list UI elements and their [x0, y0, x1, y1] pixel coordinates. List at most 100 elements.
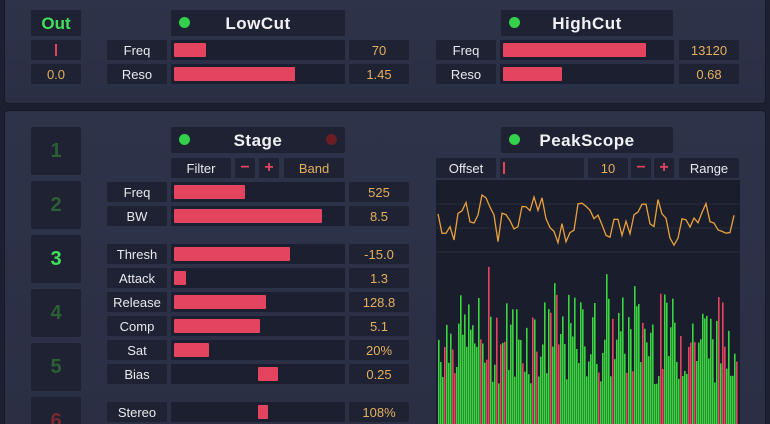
scope-spectrum-bar [590, 354, 592, 424]
scope-spectrum-bar [520, 340, 522, 424]
stage-comp-slider[interactable] [171, 316, 345, 336]
stage-thresh-value[interactable]: -15.0 [349, 244, 409, 264]
stage-sat-value[interactable]: 20% [349, 340, 409, 360]
scope-spectrum-bar [534, 319, 536, 424]
scope-spectrum-bar [446, 324, 448, 424]
scope-spectrum-bar [478, 298, 480, 424]
stage-release-label: Release [107, 292, 167, 312]
scope-spectrum-bar [572, 336, 574, 424]
lowcut-enable-led[interactable] [179, 17, 190, 28]
scope-spectrum-bar [562, 316, 564, 424]
scope-spectrum-bar [626, 372, 628, 424]
stage-filter-type[interactable]: Band [284, 158, 344, 178]
scope-spectrum-bar [546, 373, 548, 424]
lowcut-freq-slider[interactable] [171, 40, 345, 60]
stage-freq-slider[interactable] [171, 182, 345, 202]
out-meter-tick [55, 44, 57, 56]
scope-spectrum-bar [550, 312, 552, 424]
stage-filter-minus[interactable]: − [235, 158, 255, 178]
scope-spectrum-bar [656, 383, 658, 424]
scope-spectrum-bar [596, 363, 598, 424]
peakscope-minus[interactable]: − [631, 158, 651, 178]
peakscope-range-button[interactable]: Range [679, 158, 739, 178]
scope-spectrum-bar [636, 306, 638, 424]
scope-spectrum-bar [594, 302, 596, 424]
scope-spectrum-bar [526, 327, 528, 424]
scope-spectrum-bar [530, 383, 532, 424]
scope-spectrum-bar [642, 322, 644, 424]
scope-spectrum-bar [622, 297, 624, 424]
band-button-2[interactable]: 2 [31, 181, 81, 229]
scope-spectrum-bar [732, 375, 734, 424]
stage-release-slider[interactable] [171, 292, 345, 312]
peakscope-offset-meter[interactable] [500, 158, 584, 178]
stage-attack-slider[interactable] [171, 268, 345, 288]
scope-spectrum-bar [620, 331, 622, 424]
scope-spectrum-bar [488, 266, 490, 424]
stage-bias-value[interactable]: 0.25 [349, 364, 409, 384]
lowcut-reso-value[interactable]: 1.45 [349, 64, 409, 84]
scope-spectrum-bar [628, 317, 630, 424]
stage-attack-value[interactable]: 1.3 [349, 268, 409, 288]
scope-spectrum-bar [630, 329, 632, 424]
out-value[interactable]: 0.0 [31, 64, 81, 84]
lowcut-freq-value[interactable]: 70 [349, 40, 409, 60]
stage-attack-label: Attack [107, 268, 167, 288]
band-button-5[interactable]: 5 [31, 343, 81, 391]
peakscope-offset-value[interactable]: 10 [588, 158, 628, 178]
stage-thresh-slider[interactable] [171, 244, 345, 264]
highcut-freq-value[interactable]: 13120 [679, 40, 739, 60]
scope-spectrum-bar [690, 342, 692, 424]
scope-spectrum-bar [532, 317, 534, 424]
highcut-freq-slider[interactable] [500, 40, 674, 60]
band-button-1[interactable]: 1 [31, 127, 81, 175]
stage-comp-label: Comp [107, 316, 167, 336]
scope-spectrum-bar [464, 314, 466, 424]
stage-filter-plus[interactable]: + [259, 158, 279, 178]
scope-spectrum-bar [692, 323, 694, 424]
scope-spectrum-bar [514, 376, 516, 424]
out-meter[interactable] [31, 40, 81, 60]
scope-spectrum-bar [574, 297, 576, 424]
highcut-freq-label: Freq [436, 40, 496, 60]
stage-bw-slider[interactable] [171, 206, 345, 226]
highcut-title: HighCut [552, 13, 622, 33]
highcut-enable-led[interactable] [509, 17, 520, 28]
scope-spectrum-bar [500, 344, 502, 424]
highcut-reso-value[interactable]: 0.68 [679, 64, 739, 84]
stage-header: Stage [171, 127, 345, 153]
scope-spectrum-bar [480, 339, 482, 424]
stage-bw-value[interactable]: 8.5 [349, 206, 409, 226]
scope-spectrum-bar [708, 358, 710, 424]
scope-spectrum-bar [666, 302, 668, 424]
stage-bias-slider[interactable] [171, 364, 345, 384]
scope-spectrum-bar [660, 293, 662, 424]
stage-solo-led[interactable] [326, 134, 337, 145]
scope-spectrum-bar [678, 378, 680, 424]
stage-sat-slider[interactable] [171, 340, 345, 360]
scope-spectrum-bar [664, 294, 666, 424]
scope-spectrum-bar [468, 304, 470, 424]
band-button-4[interactable]: 4 [31, 289, 81, 337]
stage-attack-fill [174, 271, 186, 285]
stage-release-value[interactable]: 128.8 [349, 292, 409, 312]
scope-spectrum-bar [482, 343, 484, 424]
scope-spectrum-bar [718, 297, 720, 424]
stage-freq-value[interactable]: 525 [349, 182, 409, 202]
stage-stereo-slider[interactable] [171, 402, 345, 422]
band-button-6[interactable]: 6 [31, 397, 81, 424]
band-button-3[interactable]: 3 [31, 235, 81, 283]
peakscope-enable-led[interactable] [509, 134, 520, 145]
highcut-reso-slider[interactable] [500, 64, 674, 84]
peakscope-plus[interactable]: + [654, 158, 674, 178]
peakscope-title: PeakScope [539, 130, 635, 150]
stage-enable-led[interactable] [179, 134, 190, 145]
scope-spectrum-bar [638, 304, 640, 424]
stage-comp-value[interactable]: 5.1 [349, 316, 409, 336]
scope-spectrum-bar [730, 375, 732, 424]
lowcut-reso-slider[interactable] [171, 64, 345, 84]
scope-spectrum-bar [618, 312, 620, 424]
stage-stereo-value[interactable]: 108% [349, 402, 409, 422]
scope-spectrum-bar [648, 356, 650, 424]
scope-spectrum-bar [452, 349, 454, 424]
